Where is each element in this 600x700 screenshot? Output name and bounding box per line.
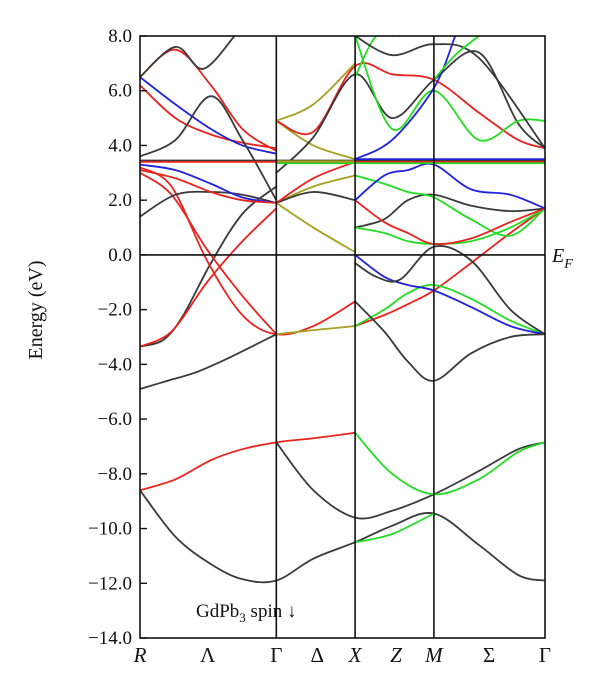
fermi-level-label: EF	[551, 245, 573, 272]
band-line-black	[140, 489, 545, 584]
band-line-blue	[354, 162, 545, 210]
y-tick-label: −2.0	[98, 300, 132, 321]
band-line-red	[140, 207, 278, 348]
band-line-olive	[275, 119, 357, 161]
band-line-black	[140, 36, 236, 78]
y-tick-label: 2.0	[108, 190, 132, 211]
k-point-label: Δ	[311, 643, 325, 667]
band-line-blue	[140, 76, 278, 155]
y-tick-label: −12.0	[88, 573, 132, 594]
band-line-green	[354, 174, 545, 237]
band-line-red	[140, 169, 278, 204]
fermi-label-main: E	[551, 245, 564, 267]
y-tick-label: 4.0	[108, 135, 132, 156]
spin-annotation: GdPb3 spin ↓	[196, 601, 296, 625]
y-tick-label: 0.0	[108, 245, 132, 266]
k-point-label: Σ	[483, 643, 495, 667]
band-line-blue	[140, 163, 278, 204]
band-line-black	[354, 300, 545, 382]
band-line-green	[354, 284, 545, 336]
y-tick-label: −6.0	[98, 409, 132, 430]
band-line-red	[140, 431, 357, 492]
band-line-red	[140, 84, 278, 150]
y-tick-label: −4.0	[98, 354, 132, 375]
y-tick-label: −10.0	[88, 519, 132, 540]
band-line-green	[354, 36, 545, 142]
k-point-label: R	[133, 643, 147, 667]
k-point-label: M	[424, 643, 444, 667]
band-line-olive	[275, 325, 357, 336]
annotation-main: GdPb	[196, 601, 239, 622]
k-point-label: X	[348, 643, 363, 667]
k-point-label: Γ	[539, 643, 551, 667]
y-axis-label: Energy (eV)	[25, 260, 47, 359]
band-line-green	[354, 431, 545, 496]
k-point-label: Λ	[200, 643, 216, 667]
y-axis-ticks: 8.0 6.0 4.0 2.0 0.0 −2.0 −4.0 −6.0 −8.0 −10.0 −12.…	[88, 26, 147, 649]
y-tick-label: −14.0	[88, 628, 132, 649]
band-line-black	[275, 50, 545, 174]
high-symmetry-lines	[275, 36, 435, 638]
band-line-blue	[354, 36, 457, 161]
band-line-black	[140, 333, 278, 390]
band-line-red	[140, 166, 357, 336]
band-line-green	[433, 36, 480, 81]
y-tick-label: 8.0	[108, 26, 132, 47]
band-line-black	[140, 185, 278, 348]
annotation-sub: 3	[239, 610, 246, 625]
band-line-blue	[354, 254, 545, 336]
band-line-red	[140, 48, 278, 152]
plot-frame	[139, 35, 546, 639]
band-line-green	[354, 207, 545, 245]
y-tick-label: 6.0	[108, 81, 132, 102]
band-line-black	[275, 441, 545, 520]
band-line-green	[354, 36, 401, 78]
k-point-label: Z	[390, 643, 402, 667]
fermi-label-sub: F	[563, 257, 573, 272]
band-line-olive	[275, 62, 357, 122]
band-line-red	[275, 62, 545, 150]
k-point-label: Γ	[270, 643, 282, 667]
band-line-red	[275, 160, 357, 204]
band-line-black	[354, 36, 545, 150]
band-line-red	[140, 171, 278, 336]
annotation-tail: spin ↓	[246, 601, 297, 622]
band-line-red	[354, 207, 545, 327]
band-lines	[140, 36, 545, 584]
band-line-black	[275, 191, 357, 204]
band-line-green	[354, 512, 435, 544]
band-line-black	[140, 190, 278, 218]
y-tick-label: −8.0	[98, 464, 132, 485]
band-line-olive	[275, 202, 357, 254]
